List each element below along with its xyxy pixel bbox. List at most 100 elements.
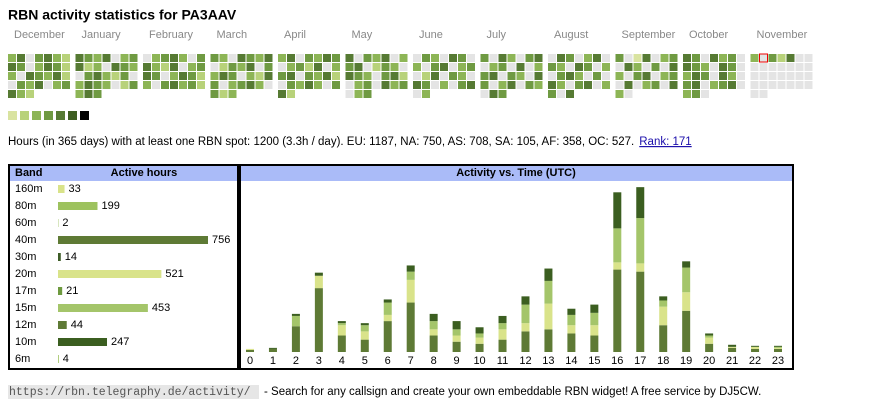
time-bar-segment — [682, 261, 690, 267]
day-cell — [26, 90, 34, 98]
day-cell — [458, 54, 466, 62]
day-cell — [535, 54, 543, 62]
time-bar-segment — [315, 276, 323, 288]
time-bar-segment — [361, 331, 369, 339]
day-cell — [517, 81, 525, 89]
day-cell — [94, 81, 102, 89]
day-cell — [751, 72, 759, 80]
day-cell — [625, 81, 633, 89]
day-cell — [143, 72, 151, 80]
day-cell — [373, 63, 381, 71]
x-tick-label: 12 — [519, 355, 531, 367]
day-cell — [728, 63, 736, 71]
month-label: February — [149, 29, 194, 41]
day-cell — [278, 81, 286, 89]
day-cell — [382, 81, 390, 89]
time-bar-segment — [544, 329, 552, 352]
month-label: January — [82, 29, 122, 41]
day-cell — [499, 81, 507, 89]
footer-url[interactable]: https://rbn.telegraphy.de/activity/ — [9, 386, 251, 399]
day-cell — [170, 63, 178, 71]
legend-swatch — [44, 111, 53, 120]
time-bar-segment — [774, 348, 782, 349]
time-bar-segment — [453, 329, 461, 335]
legend-swatch — [68, 111, 77, 120]
day-cell — [35, 63, 43, 71]
time-bar-segment — [567, 325, 575, 333]
day-cell — [616, 63, 624, 71]
day-cell — [265, 54, 273, 62]
day-cell — [53, 54, 61, 62]
rank-link[interactable]: Rank: 171 — [639, 136, 691, 148]
day-cell — [760, 81, 768, 89]
value-label: 199 — [101, 200, 119, 212]
time-bar-segment — [705, 338, 713, 344]
day-cell — [229, 72, 237, 80]
day-cell — [8, 90, 16, 98]
day-cell — [130, 72, 138, 80]
x-tick-label: 6 — [385, 355, 391, 367]
day-cell — [152, 63, 160, 71]
day-cell — [94, 90, 102, 98]
day-cell — [805, 54, 813, 62]
day-cell — [238, 54, 246, 62]
time-bar-segment — [682, 268, 690, 293]
time-bar-segment — [384, 321, 392, 352]
day-cell — [643, 63, 651, 71]
day-cell — [526, 72, 534, 80]
column-header: Band — [15, 167, 43, 179]
day-cell — [683, 54, 691, 62]
day-cell — [517, 54, 525, 62]
day-cell — [661, 81, 669, 89]
day-cell — [44, 81, 52, 89]
day-cell — [130, 81, 138, 89]
time-bar-segment — [636, 187, 644, 218]
day-cell — [566, 54, 574, 62]
day-cell — [431, 63, 439, 71]
time-bar-segment — [728, 348, 736, 352]
x-tick-label: 4 — [339, 355, 345, 367]
day-cell — [449, 63, 457, 71]
day-cell — [229, 54, 237, 62]
band-label: 60m — [15, 217, 36, 229]
day-cell — [557, 90, 565, 98]
time-bar-segment — [361, 340, 369, 352]
day-cell — [508, 54, 516, 62]
day-cell — [8, 63, 16, 71]
time-bar-segment — [705, 333, 713, 335]
day-cell — [143, 81, 151, 89]
day-cell — [737, 63, 745, 71]
month-label: November — [757, 29, 808, 41]
day-cell — [413, 81, 421, 89]
day-cell — [346, 81, 354, 89]
day-cell — [593, 72, 601, 80]
day-cell — [701, 54, 709, 62]
time-bar-segment — [774, 346, 782, 347]
x-tick-label: 21 — [726, 355, 738, 367]
day-cell — [305, 81, 313, 89]
time-bar-segment — [430, 329, 438, 335]
day-cell — [683, 81, 691, 89]
day-cell — [355, 72, 363, 80]
day-cell — [692, 54, 700, 62]
day-cell — [211, 72, 219, 80]
day-cell — [760, 54, 768, 62]
day-cell — [278, 54, 286, 62]
day-cell — [490, 54, 498, 62]
day-cell — [796, 72, 804, 80]
value-label: 4 — [63, 353, 69, 365]
day-cell — [35, 81, 43, 89]
day-cell — [391, 63, 399, 71]
band-label: 160m — [15, 183, 43, 195]
day-cell — [44, 63, 52, 71]
time-bar-segment — [476, 338, 484, 344]
day-cell — [508, 81, 516, 89]
day-cell — [53, 81, 61, 89]
day-cell — [364, 81, 372, 89]
month-label: May — [352, 29, 373, 41]
day-cell — [548, 63, 556, 71]
month-label: October — [689, 29, 728, 41]
day-cell — [179, 72, 187, 80]
day-cell — [805, 63, 813, 71]
